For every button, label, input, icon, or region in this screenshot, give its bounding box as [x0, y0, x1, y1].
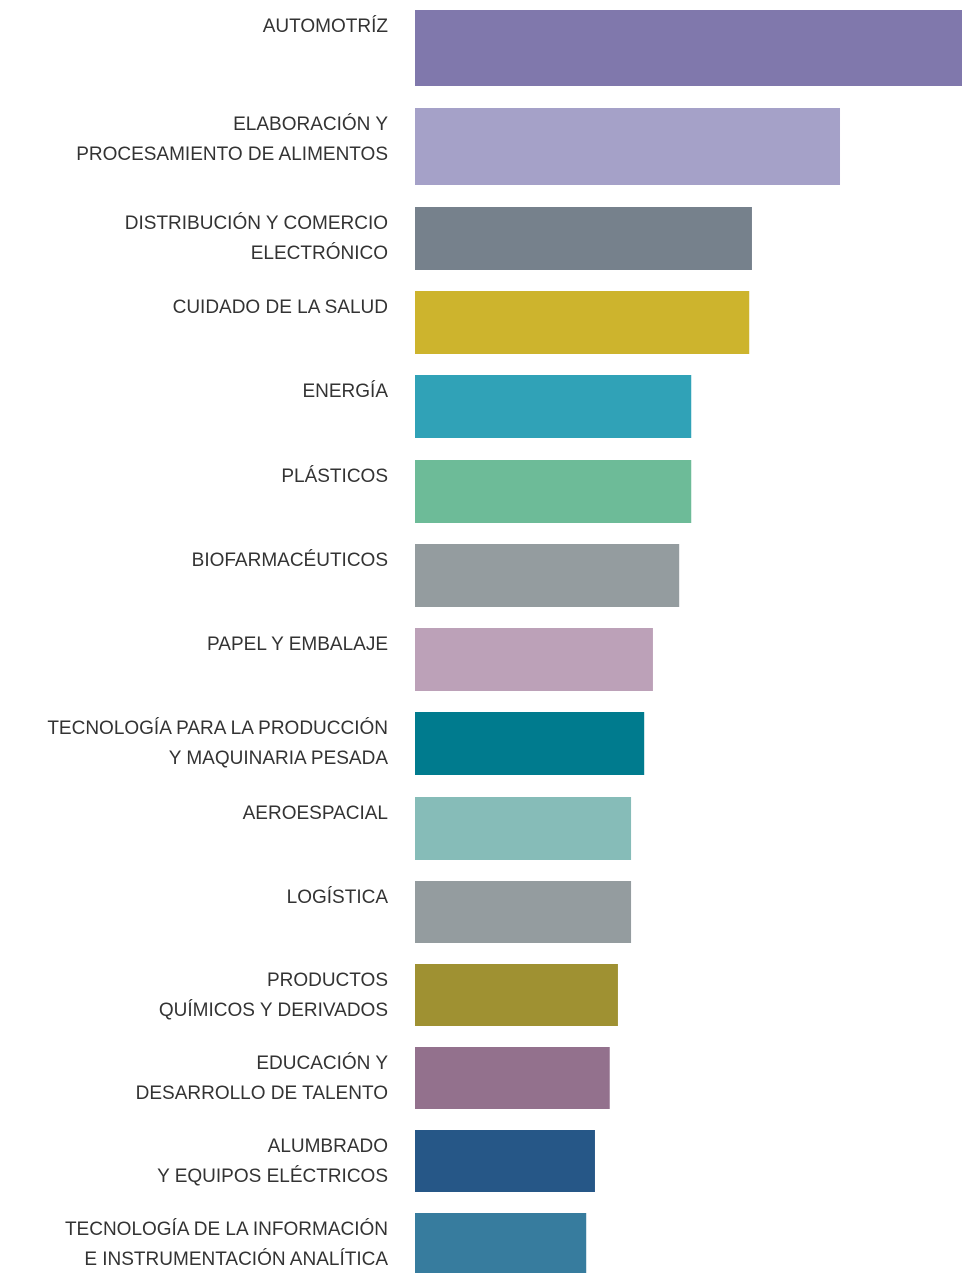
- bar: [415, 1130, 595, 1192]
- label-line: PROCESAMIENTO DE ALIMENTOS: [76, 144, 388, 165]
- label-line: ELECTRÓNICO: [251, 242, 388, 264]
- label-line: AUTOMOTRÍZ: [263, 16, 389, 37]
- y-tick-label: CUIDADO DE LA SALUD: [173, 297, 388, 318]
- label-line: LOGÍSTICA: [287, 887, 389, 908]
- label-line: DESARROLLO DE TALENTO: [136, 1083, 388, 1104]
- label-line: PRODUCTOS: [267, 970, 388, 991]
- bar: [415, 797, 632, 860]
- y-tick-label: TECNOLOGÍA PARA LA PRODUCCIÓN Y MAQUINARI…: [47, 717, 388, 769]
- label-line: EDUCACIÓN Y: [256, 1052, 388, 1074]
- label-line: ENERGÍA: [302, 381, 388, 402]
- y-tick-label: DISTRIBUCIÓN Y COMERCIO ELECTRÓNICO: [125, 212, 388, 264]
- bar: [415, 375, 692, 438]
- label-line: BIOFARMACÉUTICOS: [192, 550, 388, 571]
- y-tick-label: ALUMBRADO Y EQUIPOS ELÉCTRICOS: [157, 1136, 388, 1187]
- y-tick-label: PLÁSTICOS: [281, 466, 388, 487]
- y-tick-label: PAPEL Y EMBALAJE: [207, 634, 388, 655]
- y-tick-label: BIOFARMACÉUTICOS: [192, 550, 388, 571]
- label-line: QUÍMICOS Y DERIVADOS: [159, 1000, 388, 1021]
- label-line: CUIDADO DE LA SALUD: [173, 297, 388, 318]
- bar: [415, 207, 752, 270]
- bar: [415, 1213, 587, 1273]
- label-line: ALUMBRADO: [268, 1136, 388, 1157]
- y-tick-label: AEROESPACIAL: [243, 803, 388, 824]
- label-line: DISTRIBUCIÓN Y COMERCIO: [125, 212, 388, 234]
- label-line: ELABORACIÓN Y: [233, 113, 388, 135]
- label-line: PLÁSTICOS: [281, 466, 388, 487]
- label-line: AEROESPACIAL: [243, 803, 388, 824]
- y-tick-label: ELABORACIÓN Y PROCESAMIENTO DE ALIMENTOS: [76, 113, 388, 165]
- bar: [415, 1047, 610, 1109]
- bar: [415, 628, 653, 691]
- y-tick-label: LOGÍSTICA: [287, 887, 389, 908]
- label-line: TECNOLOGÍA PARA LA PRODUCCIÓN: [47, 717, 388, 739]
- bar: [415, 291, 750, 354]
- bar: [415, 964, 618, 1026]
- y-tick-label: TECNOLOGÍA DE LA INFORMACIÓN E INSTRUMENT…: [65, 1218, 388, 1270]
- bar: [415, 712, 645, 775]
- bar: [415, 460, 692, 523]
- y-tick-label: PRODUCTOS QUÍMICOS Y DERIVADOS: [159, 970, 388, 1021]
- y-tick-label: AUTOMOTRÍZ: [263, 16, 389, 37]
- y-tick-label: ENERGÍA: [302, 381, 388, 402]
- label-line: TECNOLOGÍA DE LA INFORMACIÓN: [65, 1218, 388, 1240]
- label-line: Y MAQUINARIA PESADA: [169, 748, 389, 769]
- bar: [415, 544, 680, 607]
- label-line: Y EQUIPOS ELÉCTRICOS: [157, 1166, 388, 1187]
- bar: [415, 881, 632, 943]
- label-line: PAPEL Y EMBALAJE: [207, 634, 388, 655]
- bar: [415, 10, 962, 86]
- label-line: E INSTRUMENTACIÓN ANALÍTICA: [84, 1248, 388, 1270]
- y-tick-label: EDUCACIÓN Y DESARROLLO DE TALENTO: [136, 1052, 389, 1104]
- bar: [415, 108, 841, 185]
